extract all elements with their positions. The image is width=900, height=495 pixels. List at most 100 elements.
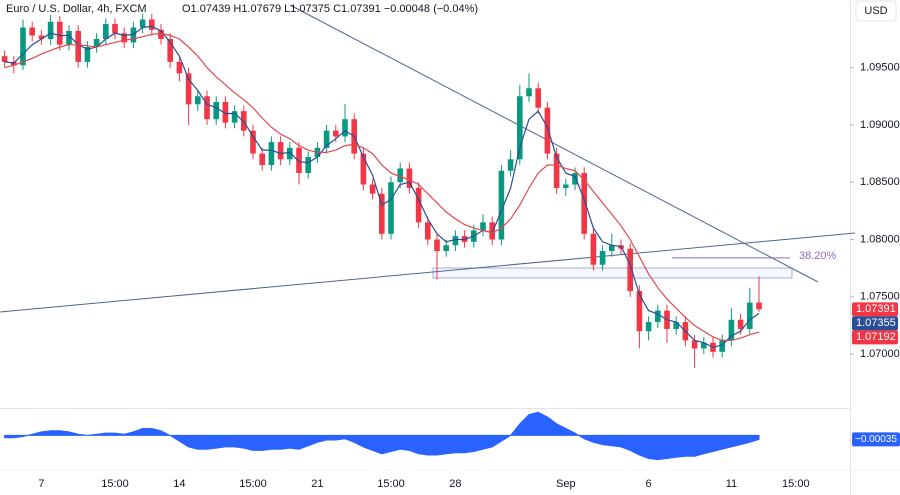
oscillator-area — [4, 411, 760, 461]
candle-body — [176, 61, 183, 74]
candle-body — [222, 102, 229, 123]
chart-title: Euro / U.S. Dollar, 4h, FXCM — [6, 3, 147, 15]
x-tick-label: 11 — [726, 478, 737, 490]
candle-body — [701, 342, 707, 349]
candle-body — [728, 319, 735, 341]
candle-body — [20, 27, 26, 66]
candle-body — [231, 111, 238, 123]
candle-body — [406, 168, 413, 188]
y-tick-label: 1.09500 — [860, 62, 900, 74]
oscillator-label: −0.00035 — [855, 434, 897, 445]
candle-body — [204, 96, 210, 120]
x-tick-label: 28 — [449, 478, 461, 490]
moving-average — [4, 25, 760, 348]
candle-body — [379, 193, 385, 234]
candle-body — [1, 56, 8, 62]
candle-body — [691, 340, 698, 349]
ohlc-header: O1.07439 H1.07679 L1.07375 C1.07391 −0.0… — [182, 3, 478, 15]
candle-body — [47, 21, 54, 39]
x-tick-label: 6 — [646, 478, 652, 490]
candle-body — [29, 27, 35, 36]
candle-body — [572, 173, 578, 185]
candle-body — [563, 184, 569, 188]
candle-body — [93, 38, 100, 47]
candle-body — [195, 96, 201, 105]
candle-body — [636, 291, 643, 332]
price-label-box — [852, 316, 898, 331]
candle-body — [544, 107, 551, 154]
candle-body — [84, 46, 91, 62]
drawings — [0, 4, 856, 313]
candle-body — [369, 184, 376, 194]
candle-body — [158, 29, 164, 39]
candle-body — [737, 319, 744, 329]
candle-body — [673, 322, 679, 329]
candle-body — [75, 30, 81, 62]
candle-body — [507, 159, 514, 171]
currency-box[interactable] — [855, 0, 897, 22]
x-tick-label: 15:00 — [239, 478, 267, 490]
candle-body — [498, 170, 505, 240]
price-label-box — [852, 330, 898, 345]
candle-body — [609, 245, 615, 251]
candle-body — [323, 130, 330, 148]
candle-body — [185, 73, 192, 105]
y-tick-label: 1.08000 — [860, 233, 900, 245]
candle-body — [38, 35, 45, 39]
candle-body — [296, 147, 302, 174]
candle-body — [268, 142, 275, 166]
candle-body — [590, 233, 597, 265]
candle-body — [388, 182, 394, 234]
candle-body — [139, 19, 146, 28]
candle-body — [443, 245, 449, 251]
candle-body — [452, 236, 459, 246]
trend-line — [289, 4, 819, 283]
y-tick-label: 1.09000 — [860, 119, 900, 131]
candle-body — [305, 157, 311, 174]
candle-body — [517, 96, 523, 160]
x-tick-label: 15:00 — [782, 478, 810, 490]
candle-body — [645, 322, 652, 332]
candle-body — [287, 147, 293, 160]
candle-body — [277, 142, 284, 160]
candle-body — [213, 102, 219, 120]
candle-body — [655, 310, 661, 323]
candle-body — [103, 24, 109, 39]
x-tick-label: 15:00 — [101, 478, 129, 490]
candle-body — [11, 61, 17, 66]
candle-body — [121, 33, 127, 43]
x-tick-label: 21 — [311, 478, 323, 490]
candle-body — [581, 173, 587, 234]
candle-body — [489, 222, 495, 240]
candle-body — [415, 187, 422, 223]
moving-average — [4, 32, 760, 341]
candle-body — [397, 168, 403, 183]
fib-label: 38.20% — [799, 250, 837, 262]
candle-body — [259, 153, 265, 166]
oscillator-label-box — [852, 432, 900, 447]
x-tick-label: 15:00 — [377, 478, 405, 490]
x-tick-label: 7 — [38, 478, 44, 490]
candle-body — [553, 153, 560, 188]
y-tick-label: 1.07000 — [860, 348, 900, 360]
candle-body — [434, 239, 440, 251]
candle-body — [627, 248, 633, 292]
candle-body — [756, 302, 762, 310]
candle-body — [149, 19, 155, 30]
price-label-box — [852, 302, 898, 317]
price-label: 1.07192 — [856, 331, 896, 343]
currency: USD — [864, 5, 887, 17]
candle-body — [333, 130, 339, 137]
candle-body — [599, 250, 606, 265]
candle-body — [747, 302, 753, 329]
candle-body — [342, 119, 348, 137]
plot: 1.09500 1.09000 1.08500 1.08000 1.07500 1.070… — [1, 13, 900, 490]
candle-body — [66, 30, 72, 45]
candle-body — [526, 88, 532, 97]
y-tick-label: 1.08500 — [860, 176, 900, 188]
trend-line — [0, 232, 856, 313]
candle-body — [360, 153, 367, 185]
candle-body — [167, 38, 173, 62]
